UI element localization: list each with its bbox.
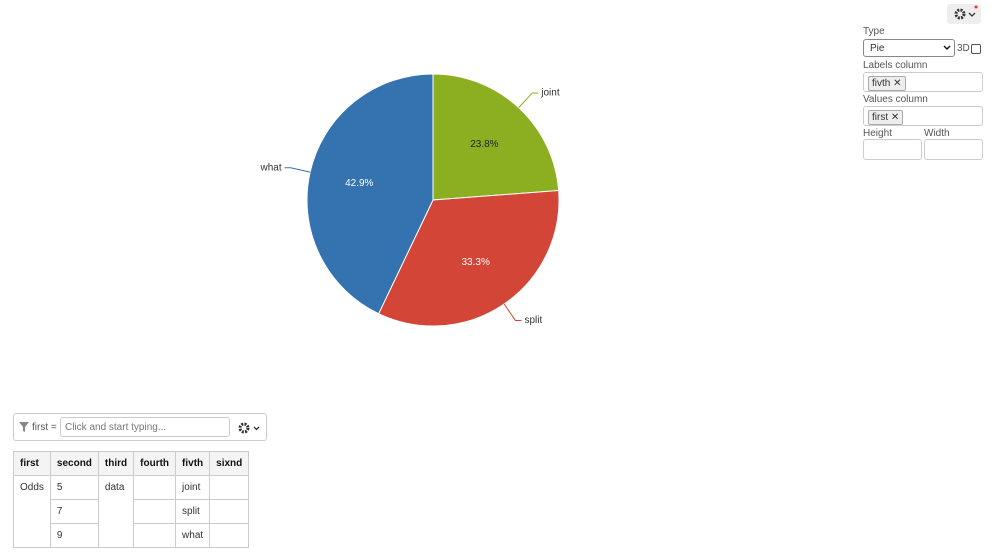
filter-placeholder: Click and start typing... bbox=[65, 422, 167, 433]
leader-line bbox=[284, 167, 311, 173]
pie-slice bbox=[377, 189, 560, 327]
filter-icon bbox=[19, 422, 29, 432]
header-row: first second third fourth fivth sixnd bbox=[13, 451, 250, 476]
pie-slice bbox=[432, 73, 560, 201]
category-label: joint bbox=[540, 88, 560, 99]
cell bbox=[133, 499, 177, 524]
value-label: 33.3% bbox=[462, 257, 490, 268]
cell bbox=[209, 475, 250, 500]
chevron bbox=[943, 45, 951, 50]
category-label: what bbox=[259, 162, 281, 173]
row: 7 split bbox=[14, 499, 250, 524]
leader-line bbox=[518, 92, 539, 108]
cell: joint bbox=[175, 475, 211, 500]
header-cell[interactable]: fourth bbox=[133, 451, 177, 476]
cell: 5 bbox=[49, 475, 99, 500]
type-label: Type bbox=[863, 26, 885, 37]
type-select[interactable]: Pie bbox=[863, 39, 955, 57]
filter-input[interactable]: Click and start typing... bbox=[60, 417, 230, 437]
height-label: Height bbox=[863, 128, 892, 139]
cell: 9 bbox=[49, 523, 99, 548]
header-cell[interactable]: third bbox=[97, 451, 135, 476]
tag-text: fivth bbox=[872, 78, 891, 89]
cell bbox=[209, 523, 250, 548]
header-cell[interactable]: fivth bbox=[175, 451, 211, 476]
height-input[interactable] bbox=[863, 139, 922, 160]
cell bbox=[133, 475, 177, 500]
value-label: 23.8% bbox=[470, 139, 498, 150]
row: Odds 5 data joint bbox=[13, 475, 250, 548]
cell bbox=[209, 499, 250, 524]
type-value: Pie bbox=[870, 43, 885, 54]
width-label: Width bbox=[924, 128, 950, 139]
labels-column-label: Labels column bbox=[863, 60, 928, 71]
leader-line bbox=[503, 303, 522, 321]
category-label: split bbox=[524, 315, 542, 326]
header-cell[interactable]: first bbox=[13, 451, 51, 476]
header-cell[interactable]: sixnd bbox=[209, 451, 250, 476]
cell bbox=[133, 523, 177, 548]
values-column-tag[interactable]: first ✕ bbox=[868, 110, 904, 125]
filter-bar: first = Click and start typing... bbox=[13, 413, 267, 441]
chart-settings-button[interactable] bbox=[947, 4, 981, 24]
three-d-label: 3D bbox=[957, 43, 970, 54]
row: 9 what bbox=[14, 523, 250, 548]
values-column-label: Values column bbox=[863, 94, 928, 105]
header-cell[interactable]: second bbox=[49, 451, 99, 476]
data-table: first second third fourth fivth sixnd Od… bbox=[13, 451, 250, 548]
labels-column-input[interactable]: fivth ✕ bbox=[863, 72, 983, 92]
gear-icon bbox=[954, 5, 978, 20]
cell: what bbox=[175, 523, 211, 548]
three-d-checkbox[interactable] bbox=[971, 44, 981, 54]
pie-slice bbox=[306, 73, 434, 315]
tag-text: first bbox=[872, 112, 889, 123]
cell: 7 bbox=[49, 499, 99, 524]
labels-column-tag[interactable]: fivth ✕ bbox=[868, 76, 906, 91]
value-label: 42.9% bbox=[345, 178, 373, 189]
filter-column: first = bbox=[32, 422, 57, 433]
cell: split bbox=[175, 499, 211, 524]
cell: data bbox=[97, 475, 135, 548]
pie-chart: 23.8% joint 33.3% split 42.9% what bbox=[259, 73, 560, 327]
cell: Odds bbox=[13, 475, 51, 548]
width-input[interactable] bbox=[924, 139, 983, 160]
table-settings-button[interactable] bbox=[236, 418, 264, 438]
values-column-input[interactable]: first ✕ bbox=[863, 106, 983, 126]
